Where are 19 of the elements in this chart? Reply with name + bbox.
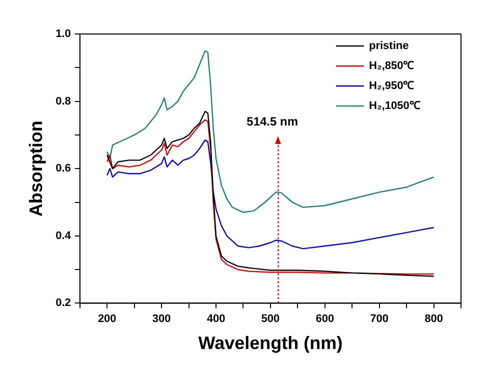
legend-label: H₂,1050℃ [369,100,420,112]
y-tick-label: 1.0 [56,28,71,40]
y-axis-title: Absorption [26,120,46,217]
y-tick-label: 0.6 [56,162,71,175]
legend-label: H₂,950℃ [369,80,414,92]
x-tick-label: 300 [152,312,171,325]
x-tick-label: 200 [98,312,116,325]
x-tick-label: 500 [261,312,280,325]
y-tick-label: 0.8 [56,95,71,108]
y-tick-label: 0.2 [56,297,71,310]
annotation: 514.5 nm [246,114,298,129]
x-axis-title: Wavelength (nm) [198,333,343,354]
x-tick-label: 800 [424,312,443,325]
legend-label: pristine [369,40,409,52]
legend-label: H₂,850℃ [369,60,414,72]
y-tick-label: 0.4 [56,230,72,242]
x-tick-label: 700 [370,312,389,325]
x-tick-label: 400 [206,312,226,325]
x-tick-label: 600 [316,312,334,325]
